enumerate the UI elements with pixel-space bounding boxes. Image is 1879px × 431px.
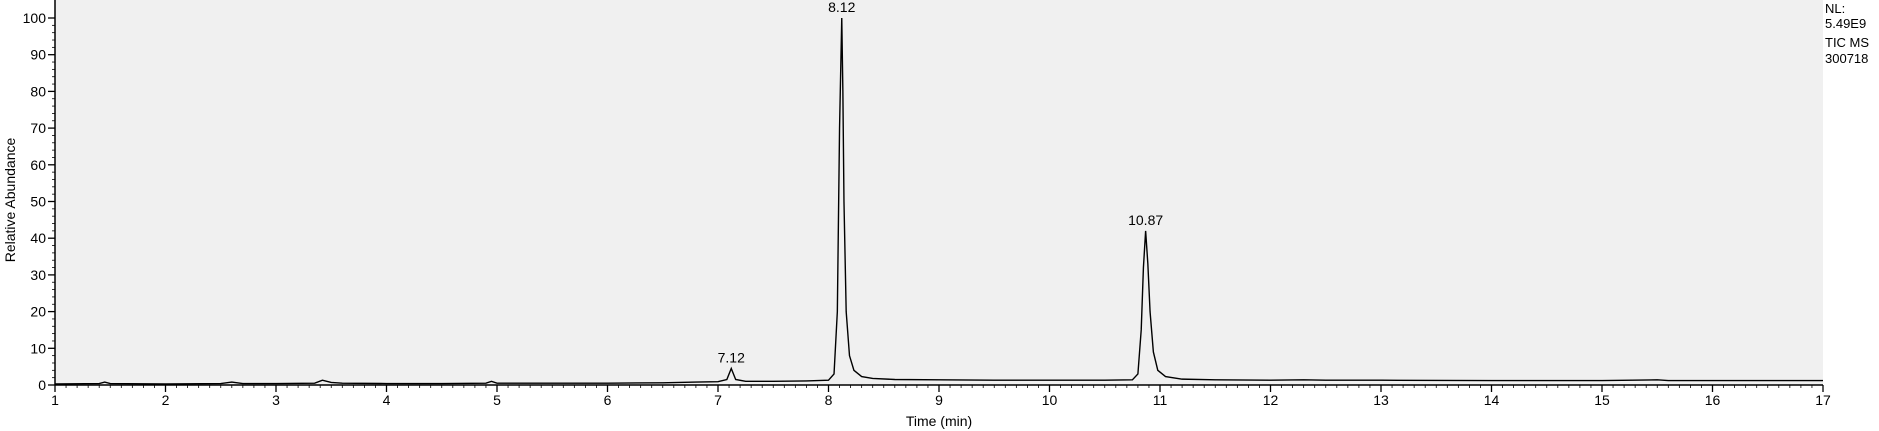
x-axis-title: Time (min) [906,413,972,429]
peak-label: 10.87 [1128,212,1163,228]
y-tick-label: 20 [30,304,46,320]
y-tick-label: 60 [30,157,46,173]
x-tick-label: 6 [604,392,612,408]
peak-label: 7.12 [718,349,745,365]
y-tick-label: 30 [30,267,46,283]
x-tick-label: 9 [935,392,943,408]
x-tick-label: 4 [383,392,391,408]
y-tick-label: 100 [23,10,47,26]
y-tick-label: 90 [30,47,46,63]
x-tick-label: 1 [51,392,59,408]
x-tick-label: 12 [1263,392,1279,408]
x-tick-label: 15 [1594,392,1610,408]
info-line-nl: NL: [1825,1,1845,16]
y-tick-label: 40 [30,230,46,246]
x-tick-label: 3 [272,392,280,408]
x-tick-label: 7 [714,392,722,408]
peak-labels: 7.12 8.12 10.87 [718,0,1164,365]
y-axis-title: Relative Abundance [2,138,18,263]
x-tick-label: 14 [1484,392,1500,408]
info-line-sample: 300718 [1825,51,1868,66]
x-tick-label: 11 [1153,392,1168,408]
tick-labels: 1 2 3 4 5 6 7 8 9 10 11 12 13 14 15 16 17010203040506070… [23,10,1831,408]
x-tick-label: 5 [493,392,501,408]
peak-label: 8.12 [828,0,855,15]
x-tick-label: 16 [1705,392,1721,408]
info-line-mode: TIC MS [1825,35,1869,50]
info-line-value: 5.49E9 [1825,16,1866,31]
x-tick-label: 8 [825,392,833,408]
y-tick-label: 70 [30,120,46,136]
x-tick-label: 13 [1373,392,1389,408]
x-tick-label: 17 [1815,392,1831,408]
x-tick-label: 2 [162,392,170,408]
tic-trace-line [54,17,1823,385]
y-tick-label: 80 [30,83,46,99]
y-tick-label: 50 [30,194,46,210]
plot-area [55,0,1823,385]
info-block: NL: 5.49E9 TIC MS 300718 [1825,1,1869,66]
y-tick-label: 10 [30,340,46,356]
x-tick-label: 10 [1042,392,1058,408]
y-tick-label: 0 [38,377,46,393]
